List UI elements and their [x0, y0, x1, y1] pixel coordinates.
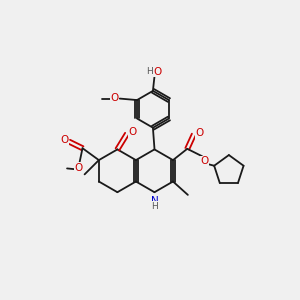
Text: O: O — [195, 128, 203, 138]
Text: O: O — [128, 128, 136, 137]
Text: O: O — [60, 135, 68, 145]
Text: N: N — [151, 196, 158, 206]
Text: H: H — [147, 67, 153, 76]
Text: O: O — [153, 67, 162, 77]
Text: O: O — [75, 163, 83, 172]
Text: O: O — [200, 156, 208, 166]
Text: H: H — [151, 202, 158, 211]
Text: O: O — [110, 93, 118, 103]
